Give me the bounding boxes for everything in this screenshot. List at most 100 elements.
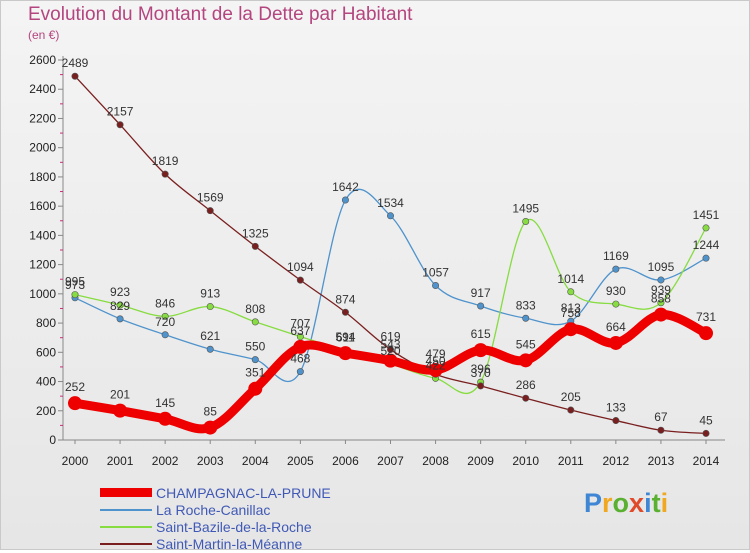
series-3-point xyxy=(477,382,485,390)
x-tick-label: 2002 xyxy=(152,454,179,468)
series-3-point xyxy=(341,308,349,316)
series-0-point xyxy=(68,396,82,411)
series-3-point xyxy=(296,276,304,284)
series-3-point xyxy=(161,170,169,178)
series-0-point xyxy=(473,343,488,358)
y-tick-label: 1400 xyxy=(29,228,56,242)
series-0-data-label: 664 xyxy=(606,320,626,334)
y-tick-label: 2400 xyxy=(29,82,56,96)
y-tick-label: 1000 xyxy=(29,287,56,301)
series-3-data-label: 67 xyxy=(654,410,668,424)
logo-letter: i xyxy=(644,488,652,518)
logo-letter: t xyxy=(651,488,661,518)
logo-letter: P xyxy=(584,488,603,518)
series-1-data-label: 1534 xyxy=(377,196,404,210)
series-2-data-label: 611 xyxy=(336,331,355,345)
series-1-point xyxy=(477,302,485,310)
series-2-point xyxy=(206,303,214,311)
series-1-point xyxy=(657,276,665,284)
series-2-point xyxy=(702,224,710,232)
y-axis-ticks: 0 200 400 600 800 1000 1200 1400 1600 1800 2000 220… xyxy=(29,53,63,447)
y-tick-label: 0 xyxy=(49,433,56,447)
data-labels: 973 829 720 621 550 468 1642 1534 1057 917 833 813 1… xyxy=(62,56,720,427)
x-tick-label: 2001 xyxy=(107,454,134,468)
y-tick-label: 1600 xyxy=(29,199,56,213)
series-1-line xyxy=(74,188,707,383)
series-3-data-label: 2157 xyxy=(107,105,134,119)
series-3-point xyxy=(612,417,620,425)
legend-label: La Roche-Canillac xyxy=(156,502,271,518)
series-3-data-label: 370 xyxy=(471,366,491,380)
series-0-point xyxy=(608,335,623,350)
series-1-point xyxy=(341,196,349,204)
x-tick-label: 2006 xyxy=(332,454,359,468)
unit-label: (en €) xyxy=(28,28,60,42)
series-0-data-label: 543 xyxy=(380,338,400,352)
series-2-point xyxy=(116,301,124,309)
series-3-data-label: 45 xyxy=(699,413,713,427)
series-0-data-label: 758 xyxy=(561,306,581,320)
series-1-point xyxy=(296,368,304,376)
series-0-point xyxy=(293,339,308,354)
x-tick-label: 2004 xyxy=(242,454,269,468)
series-2-data-label: 808 xyxy=(245,302,265,316)
series-3-data-label: 1569 xyxy=(197,191,224,205)
series-2-data-label: 707 xyxy=(290,317,310,331)
series-2-line xyxy=(74,218,707,395)
series-2-data-label: 520 xyxy=(380,344,400,358)
series-2-point xyxy=(612,300,620,308)
y-tick-label: 2000 xyxy=(29,141,56,155)
series-0-point xyxy=(563,322,578,337)
series-3-point xyxy=(251,242,259,250)
series-1-point xyxy=(251,356,259,364)
series-1-data-label: 917 xyxy=(471,286,491,300)
series-0-data-label: 351 xyxy=(245,366,265,380)
series-3-data-label: 619 xyxy=(380,330,400,344)
logo-letter: r xyxy=(602,488,613,518)
series-2-data-label: 422 xyxy=(426,358,446,372)
logo-letter: x xyxy=(629,488,645,518)
series-2-data-label: 1451 xyxy=(693,208,720,222)
series-1-data-label: 468 xyxy=(290,352,310,366)
y-tick-label: 2200 xyxy=(29,111,56,125)
series-0-point xyxy=(383,353,398,368)
x-tick-label: 2014 xyxy=(693,454,720,468)
series-1-data-label: 550 xyxy=(245,340,265,354)
legend-label: CHAMPAGNAC-LA-PRUNE xyxy=(156,485,331,501)
series-1-point xyxy=(116,315,124,323)
series-2-data-label: 846 xyxy=(155,296,175,310)
series-3-point xyxy=(657,426,665,434)
series-1-point xyxy=(432,282,440,290)
x-tick-label: 2008 xyxy=(422,454,449,468)
series-2-point xyxy=(161,312,169,320)
y-tick-label: 800 xyxy=(36,316,56,330)
series-1-data-label: 813 xyxy=(561,301,581,315)
y-tick-label: 2600 xyxy=(29,53,56,67)
legend-swatch xyxy=(100,526,152,528)
series-2-data-label: 913 xyxy=(200,287,220,301)
series-1-point xyxy=(522,314,530,322)
series-0-data-label: 637 xyxy=(290,324,310,338)
series-2-data-label: 995 xyxy=(65,275,85,289)
x-tick-label: 2003 xyxy=(197,454,224,468)
legend-swatch xyxy=(100,543,152,545)
series-3-data-label: 450 xyxy=(426,354,446,368)
series-3-point xyxy=(567,406,575,414)
series-2-data-label: 1495 xyxy=(512,202,539,216)
legend-swatch xyxy=(100,509,152,511)
x-tick-label: 2000 xyxy=(62,454,89,468)
series-3-data-label: 2489 xyxy=(62,56,89,70)
x-tick-label: 2007 xyxy=(377,454,404,468)
y-tick-label: 200 xyxy=(36,404,56,418)
series-1-data-label: 829 xyxy=(110,299,130,313)
series-0-data-label: 594 xyxy=(335,330,355,344)
series-1-point xyxy=(161,331,169,339)
series-2-data-label: 1014 xyxy=(557,272,584,286)
legend-swatch xyxy=(100,488,152,497)
logo-letter: i xyxy=(660,488,669,518)
series-3-point xyxy=(206,207,214,215)
series-2-point xyxy=(522,218,530,226)
series-1-point xyxy=(612,265,620,273)
series-0-data-label: 479 xyxy=(426,347,446,361)
series-1-data-label: 1642 xyxy=(332,180,359,194)
